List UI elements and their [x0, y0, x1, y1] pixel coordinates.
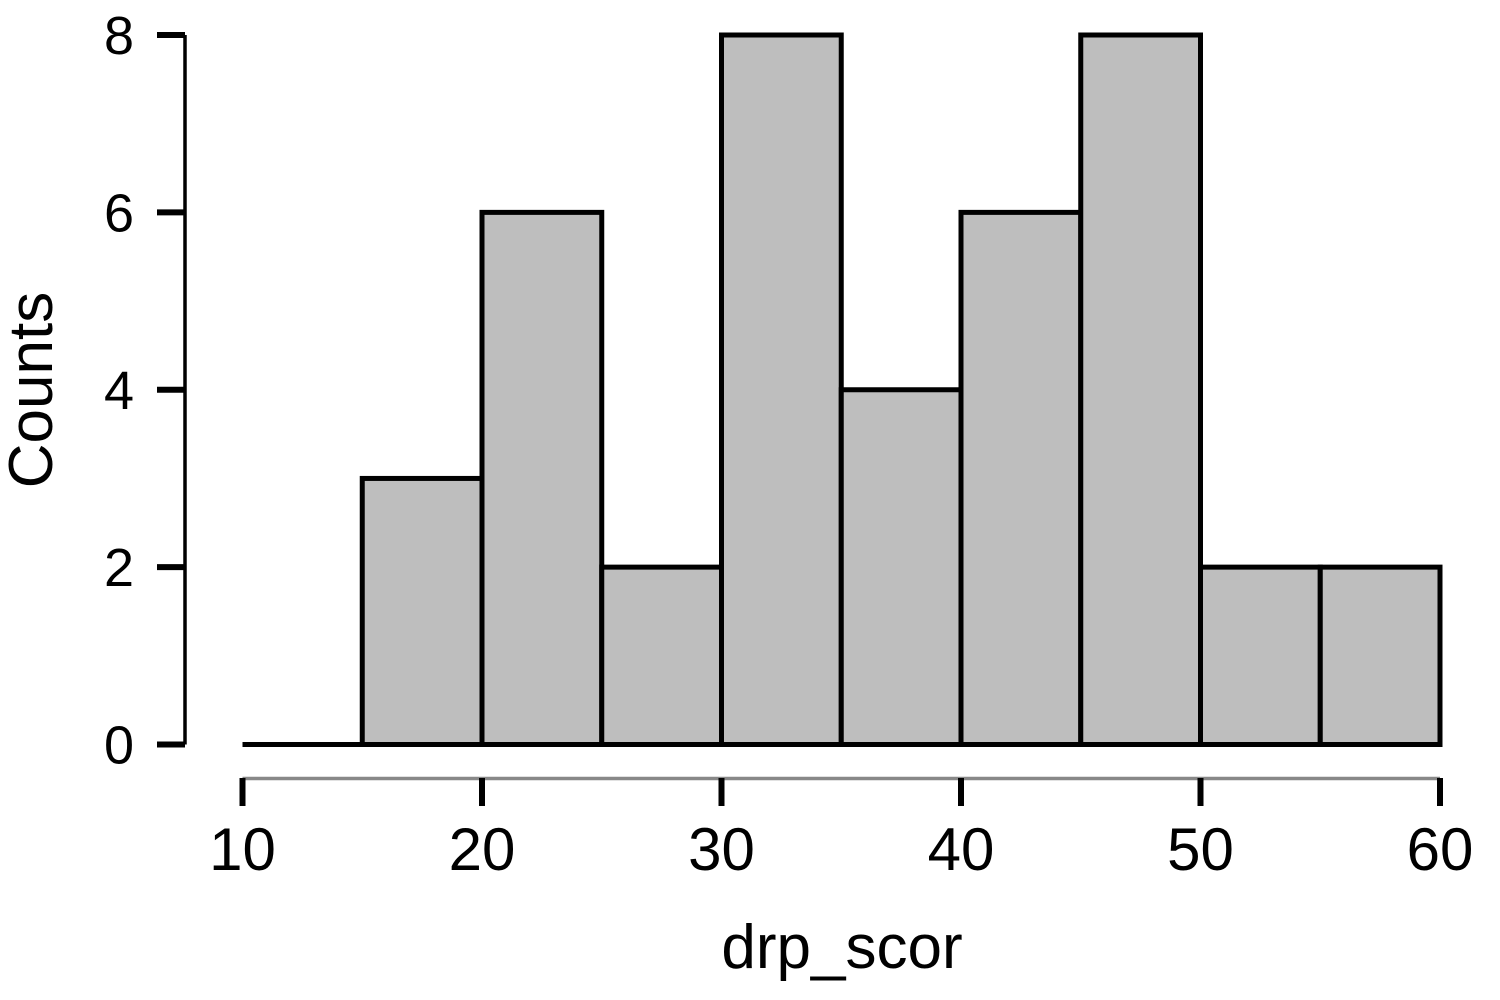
bars-group — [242, 32, 1443, 747]
histogram-bar — [838, 387, 964, 747]
x-axis-tick-label: 10 — [209, 816, 276, 883]
histogram-bar — [958, 209, 1084, 747]
histogram-bar — [479, 209, 605, 747]
y-axis-tick-label: 6 — [104, 183, 134, 243]
y-axis-tick-label: 8 — [104, 6, 134, 66]
x-axis-tick-label: 40 — [928, 816, 995, 883]
x-axis-tick-label: 60 — [1407, 816, 1474, 883]
y-axis-tick-label: 0 — [104, 716, 134, 776]
y-axis-tick-label: 4 — [104, 361, 134, 421]
histogram-bar — [599, 564, 724, 747]
x-axis-tick-label: 50 — [1167, 816, 1234, 883]
x-axis-tick-label: 20 — [449, 816, 516, 883]
y-axis-tick-label: 2 — [104, 538, 134, 598]
y-axis-title: Counts — [0, 292, 66, 488]
x-axis-tick-label: 30 — [688, 816, 755, 883]
histogram-bar — [1198, 564, 1323, 747]
histogram-bar — [719, 32, 844, 747]
histogram-bar — [1317, 564, 1443, 747]
histogram-bar — [359, 475, 485, 747]
x-axis-title: drp_scor — [721, 913, 962, 982]
histogram-bar — [1078, 32, 1203, 747]
axes-group: 0 2 4 6 8 10 20 30 40 50 60 — [104, 6, 1473, 883]
